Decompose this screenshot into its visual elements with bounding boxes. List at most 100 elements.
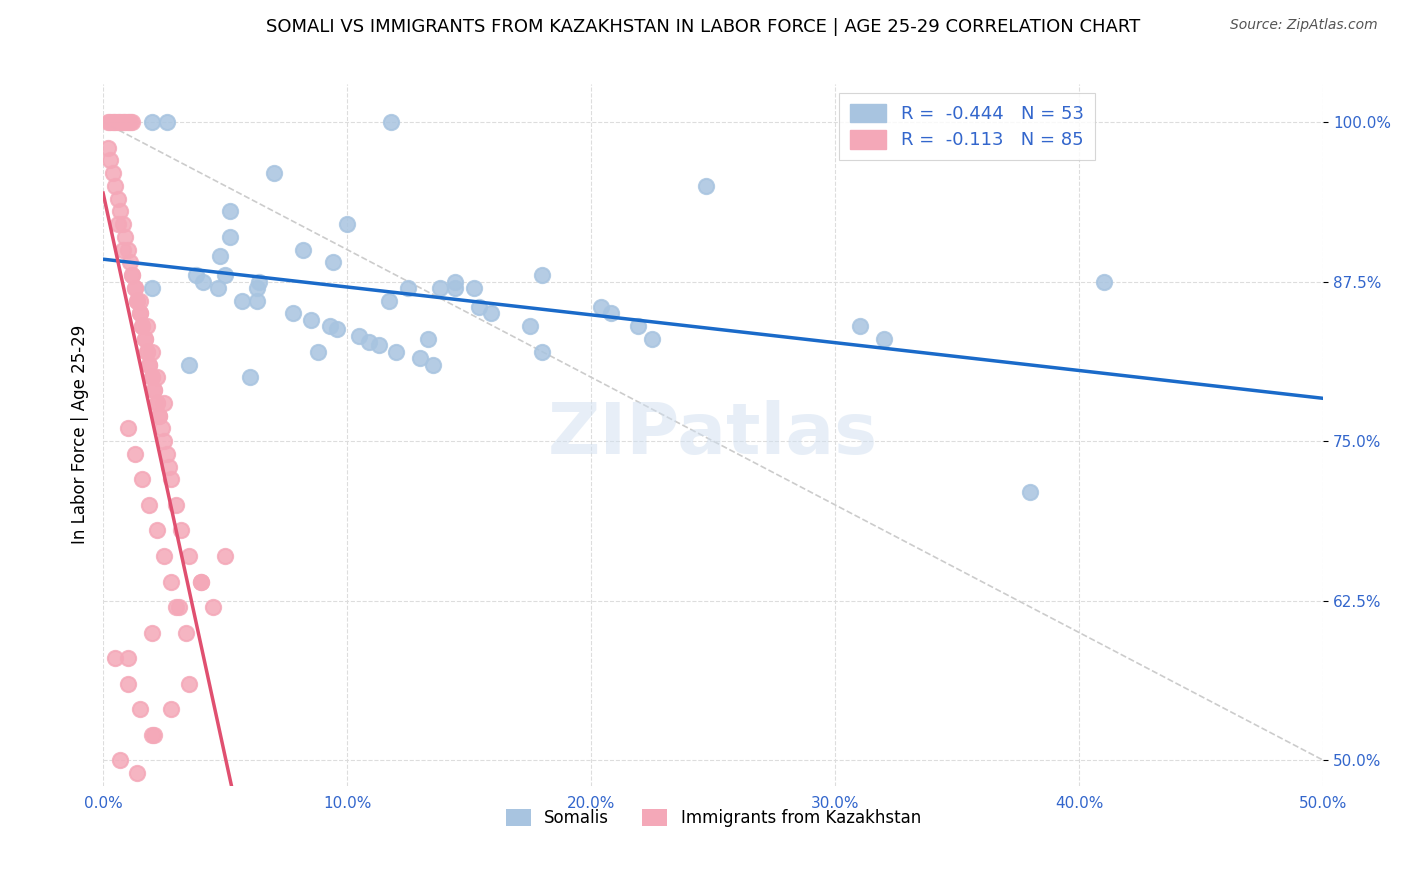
Point <box>136 319 159 334</box>
Point <box>359 334 381 349</box>
Point <box>263 166 285 180</box>
Point <box>111 243 134 257</box>
Point <box>128 702 150 716</box>
Point <box>114 115 136 129</box>
Point <box>468 300 491 314</box>
Point <box>326 322 349 336</box>
Point <box>97 115 120 129</box>
Point <box>170 524 193 538</box>
Point <box>127 766 149 780</box>
Point <box>146 370 169 384</box>
Point <box>148 409 170 423</box>
Point <box>146 396 169 410</box>
Y-axis label: In Labor Force | Age 25-29: In Labor Force | Age 25-29 <box>72 325 89 544</box>
Point <box>153 434 176 449</box>
Point <box>141 370 163 384</box>
Point <box>167 600 190 615</box>
Point <box>111 217 134 231</box>
Point <box>107 192 129 206</box>
Point <box>177 676 200 690</box>
Point <box>531 344 554 359</box>
Point <box>124 447 146 461</box>
Point <box>246 293 269 308</box>
Point <box>141 728 163 742</box>
Point <box>153 549 176 563</box>
Point <box>117 243 139 257</box>
Point <box>519 319 541 334</box>
Point <box>121 268 143 282</box>
Point <box>1092 275 1115 289</box>
Point <box>321 255 343 269</box>
Point <box>463 281 485 295</box>
Point <box>107 217 129 231</box>
Point <box>104 178 127 193</box>
Point <box>396 281 419 295</box>
Point <box>165 498 187 512</box>
Point <box>307 344 329 359</box>
Point <box>146 396 169 410</box>
Point <box>247 275 270 289</box>
Point <box>117 421 139 435</box>
Point <box>131 472 153 486</box>
Point <box>207 281 229 295</box>
Point <box>443 281 465 295</box>
Point <box>101 115 124 129</box>
Point <box>599 306 621 320</box>
Point <box>118 115 141 129</box>
Point <box>128 293 150 308</box>
Point <box>292 243 315 257</box>
Point <box>367 338 389 352</box>
Point <box>589 300 612 314</box>
Legend: Somalis, Immigrants from Kazakhstan: Somalis, Immigrants from Kazakhstan <box>499 802 928 834</box>
Point <box>107 115 129 129</box>
Point <box>190 574 212 589</box>
Point <box>143 728 166 742</box>
Point <box>108 115 131 129</box>
Point <box>141 344 163 359</box>
Point <box>695 178 717 193</box>
Point <box>128 306 150 320</box>
Point <box>385 344 408 359</box>
Point <box>97 140 120 154</box>
Point <box>143 383 166 397</box>
Point <box>155 447 177 461</box>
Point <box>117 676 139 690</box>
Point <box>108 753 131 767</box>
Point <box>422 358 444 372</box>
Point <box>201 600 224 615</box>
Point <box>190 574 212 589</box>
Point <box>136 344 159 359</box>
Point <box>626 319 648 334</box>
Point <box>184 268 207 282</box>
Point <box>283 306 305 320</box>
Point <box>1019 485 1042 500</box>
Point <box>131 319 153 334</box>
Point <box>165 600 187 615</box>
Point <box>155 115 177 129</box>
Point <box>479 306 502 320</box>
Point <box>108 204 131 219</box>
Point <box>380 115 402 129</box>
Point <box>141 115 163 129</box>
Point <box>174 625 197 640</box>
Text: Source: ZipAtlas.com: Source: ZipAtlas.com <box>1230 18 1378 32</box>
Point <box>160 702 183 716</box>
Point <box>157 459 180 474</box>
Point <box>238 370 260 384</box>
Point <box>150 421 173 435</box>
Point <box>160 574 183 589</box>
Point <box>177 549 200 563</box>
Point <box>117 651 139 665</box>
Point <box>128 306 150 320</box>
Point <box>141 625 163 640</box>
Point <box>124 281 146 295</box>
Point <box>100 153 122 168</box>
Point <box>214 549 236 563</box>
Point <box>141 370 163 384</box>
Point <box>531 268 554 282</box>
Point <box>177 358 200 372</box>
Point <box>299 313 322 327</box>
Point <box>111 115 134 129</box>
Point <box>131 319 153 334</box>
Point <box>641 332 664 346</box>
